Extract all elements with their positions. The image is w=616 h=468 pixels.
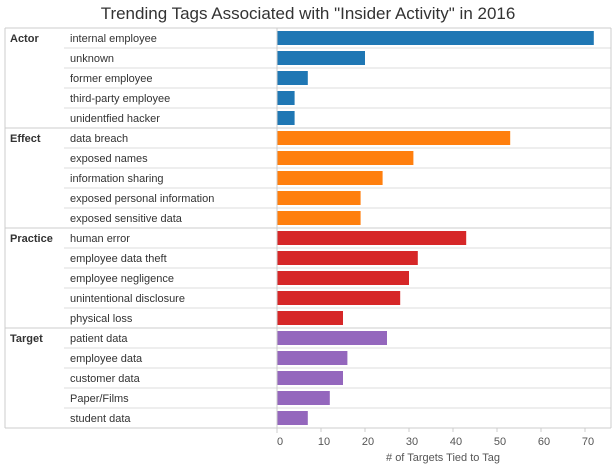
category-label: human error bbox=[70, 233, 130, 245]
chart-title: Trending Tags Associated with "Insider A… bbox=[100, 4, 516, 23]
bar bbox=[277, 311, 343, 325]
category-label: information sharing bbox=[70, 173, 164, 185]
category-label: physical loss bbox=[70, 313, 133, 325]
x-tick-label: 10 bbox=[318, 436, 330, 448]
bar bbox=[277, 371, 343, 385]
category-label: unknown bbox=[70, 53, 114, 65]
bar bbox=[277, 31, 594, 45]
category-label: third-party employee bbox=[70, 93, 170, 105]
bar bbox=[277, 411, 308, 425]
bar bbox=[277, 71, 308, 85]
category-label: unidentfied hacker bbox=[70, 113, 160, 125]
category-label: student data bbox=[70, 413, 131, 425]
group-label: Actor bbox=[10, 33, 39, 45]
x-tick-label: 40 bbox=[450, 436, 462, 448]
group-label: Practice bbox=[10, 233, 53, 245]
bar bbox=[277, 91, 295, 105]
x-tick-label: 50 bbox=[494, 436, 506, 448]
bar bbox=[277, 151, 414, 165]
x-axis-title: # of Targets Tied to Tag bbox=[386, 452, 500, 464]
bar bbox=[277, 331, 387, 345]
category-label: employee data theft bbox=[70, 253, 167, 265]
bar bbox=[277, 351, 348, 365]
category-label: internal employee bbox=[70, 33, 157, 45]
category-label: patient data bbox=[70, 333, 128, 345]
bar bbox=[277, 271, 409, 285]
category-label: unintentional disclosure bbox=[70, 293, 185, 305]
category-label: Paper/Films bbox=[70, 393, 129, 405]
bar bbox=[277, 231, 467, 245]
bar bbox=[277, 111, 295, 125]
bar bbox=[277, 211, 361, 225]
x-tick-label: 70 bbox=[582, 436, 594, 448]
bar bbox=[277, 171, 383, 185]
x-tick-label: 30 bbox=[406, 436, 418, 448]
bar bbox=[277, 131, 511, 145]
category-label: exposed sensitive data bbox=[70, 213, 183, 225]
x-tick-label: 20 bbox=[362, 436, 374, 448]
category-label: employee negligence bbox=[70, 273, 174, 285]
bar bbox=[277, 191, 361, 205]
category-label: exposed names bbox=[70, 153, 148, 165]
bar bbox=[277, 291, 401, 305]
category-label: employee data bbox=[70, 353, 143, 365]
bar bbox=[277, 391, 330, 405]
bar bbox=[277, 251, 418, 265]
x-tick-label: 0 bbox=[277, 436, 283, 448]
category-label: customer data bbox=[70, 373, 141, 385]
group-label: Target bbox=[10, 333, 43, 345]
bar bbox=[277, 51, 365, 65]
category-label: former employee bbox=[70, 73, 153, 85]
group-label: Effect bbox=[10, 133, 41, 145]
category-label: exposed personal information bbox=[70, 193, 214, 205]
x-tick-label: 60 bbox=[538, 436, 550, 448]
category-label: data breach bbox=[70, 133, 128, 145]
